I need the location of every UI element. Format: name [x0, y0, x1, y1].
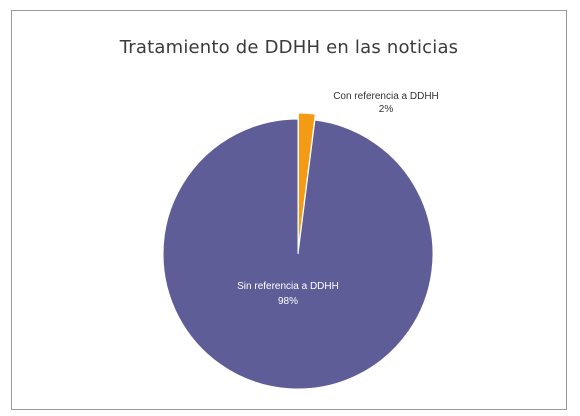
chart-frame: Tratamiento de DDHH en las noticias Con … [11, 10, 567, 410]
data-label-con-referencia-value: 2% [379, 104, 394, 115]
pie-chart: Con referencia a DDHH 2% Sin referencia a … [162, 91, 439, 390]
chart-title: Tratamiento de DDHH en las noticias [119, 37, 459, 58]
pie-slice-1 [162, 118, 434, 390]
data-label-sin-referencia-value: 98% [278, 296, 298, 307]
data-label-sin-referencia-name: Sin referencia a DDHH [237, 281, 339, 292]
data-label-con-referencia-name: Con referencia a DDHH [333, 91, 439, 102]
